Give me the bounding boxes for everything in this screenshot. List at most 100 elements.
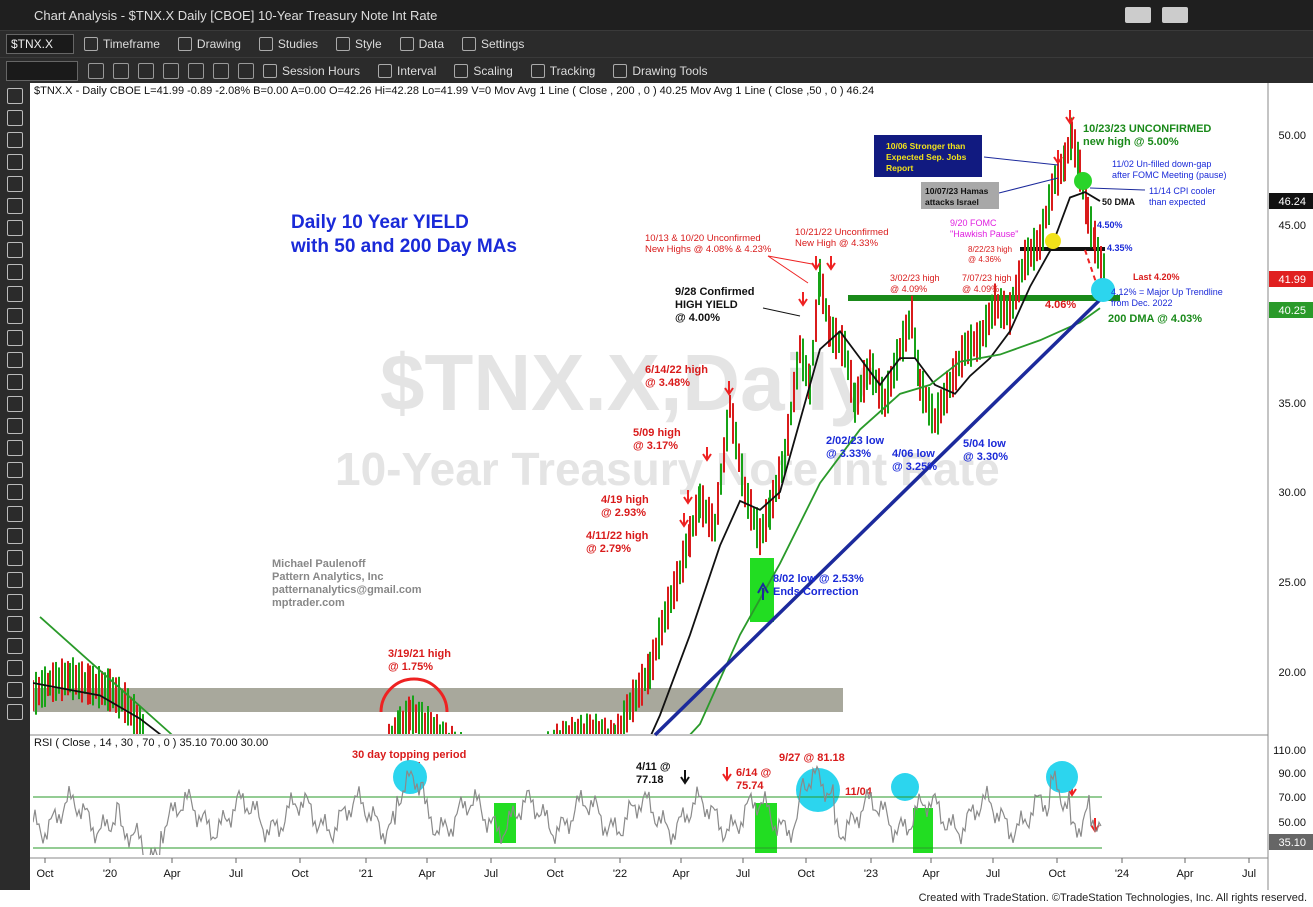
- tool-icon[interactable]: [7, 704, 23, 720]
- tool-icon[interactable]: [7, 220, 23, 236]
- toolbar-button[interactable]: Interval: [378, 64, 436, 78]
- annotation: new high @ 5.00%: [1083, 136, 1179, 148]
- tool-icon[interactable]: [7, 550, 23, 566]
- toolbar-button[interactable]: Settings: [462, 37, 524, 51]
- annotation: 5/09 high: [633, 427, 681, 439]
- toolbar-button[interactable]: Drawing: [178, 37, 241, 51]
- annotation: 10/13 & 10/20 Unconfirmed: [645, 233, 761, 244]
- x-tick-label: Apr: [922, 868, 939, 880]
- icon[interactable]: [113, 62, 129, 79]
- tool-icon[interactable]: [7, 198, 23, 214]
- annotation: 4/11/22 high: [586, 530, 649, 542]
- tool-icon[interactable]: [7, 308, 23, 324]
- annotation: 4.50%: [1097, 220, 1123, 230]
- tool-icon[interactable]: [7, 352, 23, 368]
- price-box: [1269, 193, 1313, 209]
- annotation: Michael Paulenoff: [272, 558, 366, 570]
- x-tick-label: '21: [359, 868, 373, 880]
- tool-icon[interactable]: [7, 176, 23, 192]
- toolbar-button[interactable]: Scaling: [454, 64, 512, 78]
- down-arrow: [722, 767, 732, 782]
- annotation: @ 4.00%: [675, 312, 720, 324]
- price-tick-label: 25.00: [1278, 577, 1306, 589]
- headline: with 50 and 200 Day MAs: [290, 236, 517, 257]
- tool-icon[interactable]: [7, 682, 23, 698]
- annotation: @ 4.09%: [890, 284, 927, 294]
- toolbar-button[interactable]: Timeframe: [84, 37, 160, 51]
- tool-icon[interactable]: [7, 616, 23, 632]
- annotation: 10/23/23 UNCONFIRMED: [1083, 123, 1211, 135]
- tool-icon[interactable]: [7, 110, 23, 126]
- tool-icon[interactable]: [7, 154, 23, 170]
- s-button[interactable]: [1125, 7, 1151, 23]
- tool-icon[interactable]: [7, 374, 23, 390]
- x-tick-label: Jul: [484, 868, 498, 880]
- annotation: 30 day topping period: [352, 749, 466, 761]
- annotation: Pattern Analytics, Inc: [272, 571, 383, 583]
- toolbar-button[interactable]: Tracking: [531, 64, 596, 78]
- icon[interactable]: [138, 62, 154, 79]
- x-tick-label: Jul: [736, 868, 750, 880]
- annotation: 8/22/23 high: [968, 245, 1012, 254]
- x-tick-label: Jul: [1242, 868, 1256, 880]
- icon[interactable]: [88, 62, 104, 79]
- tool-icon[interactable]: [7, 396, 23, 412]
- tool-icon[interactable]: [7, 462, 23, 478]
- tool-icon[interactable]: [7, 594, 23, 610]
- price-tick-label: 50.00: [1278, 130, 1306, 142]
- tool-icon[interactable]: [7, 286, 23, 302]
- x-tick-label: '22: [613, 868, 627, 880]
- watermark-name: 10-Year Treasury Note Int Rate: [335, 443, 1000, 495]
- annotation: 8/02 low @ 2.53%: [773, 573, 864, 585]
- chart-header: $TNX.X - Daily CBOE L=41.99 -0.89 -2.08%…: [34, 85, 874, 97]
- i-button[interactable]: [1162, 7, 1188, 23]
- tool-icon[interactable]: [7, 528, 23, 544]
- toolbar-button[interactable]: Studies: [259, 37, 318, 51]
- trendline: [653, 286, 1114, 737]
- annotation: 4/06 low: [892, 448, 935, 460]
- annotation: 9/27 @ 81.18: [779, 752, 845, 764]
- toolbar-main: $TNX.X Timeframe Drawing Studies Style Data S…: [0, 30, 1313, 57]
- annotation: @ 3.48%: [645, 377, 690, 389]
- annotation: 10/06 Stronger than: [886, 141, 965, 151]
- tool-icon[interactable]: [7, 660, 23, 676]
- annotation: than expected: [1149, 197, 1206, 207]
- tool-icon[interactable]: [7, 330, 23, 346]
- cyan-marker: [1046, 761, 1078, 793]
- tool-icon[interactable]: [7, 506, 23, 522]
- pointer-line: [1089, 187, 1146, 191]
- toolbar-button[interactable]: Drawing Tools: [613, 64, 707, 78]
- annotation: 50 DMA: [1102, 197, 1136, 207]
- tool-icon[interactable]: [7, 638, 23, 654]
- annotation: 200 DMA @ 4.03%: [1108, 313, 1202, 325]
- symbol-box[interactable]: $TNX.X: [6, 34, 74, 54]
- icon[interactable]: [213, 62, 229, 79]
- tool-icon[interactable]: [7, 242, 23, 258]
- annotation: 10/21/22 Unconfirmed: [795, 227, 888, 238]
- annotation: 9/20 FOMC: [950, 218, 997, 228]
- interval-box[interactable]: [6, 60, 78, 81]
- footer: Created with TradeStation. ©TradeStation…: [0, 890, 1313, 907]
- tool-icon[interactable]: [7, 572, 23, 588]
- toolbar-button[interactable]: Session Hours: [263, 64, 360, 78]
- toolbar-button[interactable]: Style: [336, 37, 382, 51]
- tool-icon[interactable]: [7, 132, 23, 148]
- rsi-box: [1269, 834, 1313, 850]
- tool-icon[interactable]: [7, 418, 23, 434]
- icon[interactable]: [163, 62, 179, 79]
- annotation: 10/07/23 Hamas: [925, 186, 989, 196]
- tool-icon[interactable]: [7, 484, 23, 500]
- tool-icon[interactable]: [7, 440, 23, 456]
- x-tick-label: Apr: [672, 868, 689, 880]
- icon[interactable]: [238, 62, 254, 79]
- tool-icon[interactable]: [7, 264, 23, 280]
- pointer-line: [983, 156, 1059, 166]
- annotation: 4.12% = Major Up Trendline: [1111, 287, 1223, 297]
- tool-icon[interactable]: [7, 88, 23, 104]
- icon[interactable]: [188, 62, 204, 79]
- annotation: 77.18: [636, 774, 664, 786]
- title-bar: Chart Analysis - $TNX.X Daily [CBOE] 10-…: [0, 0, 1313, 30]
- annotation: @ 3.17%: [633, 440, 678, 452]
- toolbar-button[interactable]: Data: [400, 37, 444, 51]
